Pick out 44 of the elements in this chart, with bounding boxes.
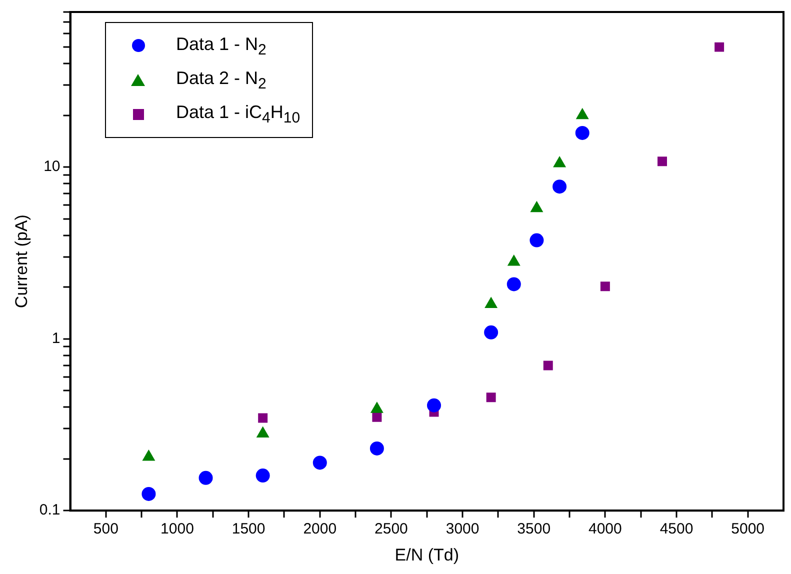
point — [575, 126, 590, 140]
point — [370, 402, 384, 413]
point — [530, 201, 543, 212]
point — [372, 412, 382, 422]
x-tick-label: 1000 — [160, 520, 194, 538]
point — [427, 398, 442, 412]
point — [256, 426, 269, 438]
legend-label: Data 2 - N$_{2}$ — [176, 68, 266, 92]
x-axis-title: E/N (Td) — [394, 545, 459, 564]
x-tick-label: 3000 — [446, 520, 480, 538]
x-tick-label: 2000 — [303, 520, 337, 538]
point — [553, 156, 566, 168]
x-tick-label: 3500 — [517, 520, 551, 538]
point — [198, 470, 213, 485]
y-axis-title: Current (pA) — [12, 214, 31, 308]
y-tick-label: 10 — [44, 158, 60, 176]
point — [256, 468, 270, 483]
legend-label: Data 1 - N$_{2}$ — [176, 34, 266, 58]
point — [142, 486, 156, 501]
x-tick-label: 2500 — [374, 520, 408, 538]
y-tick-label: 1 — [52, 330, 60, 347]
x-tick-label: 4500 — [660, 520, 694, 538]
point — [576, 108, 588, 120]
x-tick-label: 500 — [93, 520, 118, 538]
y-tick-label: 0.1 — [39, 502, 60, 519]
x-tick-label: 4000 — [588, 520, 622, 538]
point — [370, 441, 384, 456]
x-tick-label: 5000 — [731, 520, 765, 538]
x-tick-label: 1500 — [232, 520, 266, 538]
point — [714, 42, 724, 52]
point — [484, 325, 498, 340]
point — [486, 392, 496, 402]
point — [508, 255, 520, 266]
point — [258, 413, 268, 423]
point — [658, 156, 667, 166]
point — [530, 233, 544, 248]
point — [312, 456, 327, 470]
point — [484, 297, 498, 308]
point — [142, 450, 155, 461]
point — [543, 360, 553, 370]
point — [506, 277, 521, 292]
point — [552, 180, 567, 194]
legend-label: Data 1 - iC$_{4}$H$_{10}$ — [176, 102, 300, 126]
point — [600, 282, 610, 292]
